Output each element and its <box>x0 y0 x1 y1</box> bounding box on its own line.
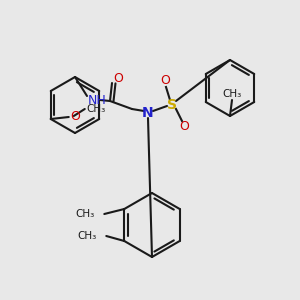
Text: S: S <box>167 98 177 112</box>
Text: CH₃: CH₃ <box>222 89 242 99</box>
Text: NH: NH <box>88 94 107 106</box>
Text: O: O <box>179 121 189 134</box>
Text: CH₃: CH₃ <box>77 231 96 241</box>
Text: O: O <box>70 110 80 124</box>
Text: O: O <box>113 71 123 85</box>
Text: O: O <box>160 74 170 88</box>
Text: CH₃: CH₃ <box>75 209 94 219</box>
Text: N: N <box>142 106 154 120</box>
Text: CH₃: CH₃ <box>87 104 106 114</box>
